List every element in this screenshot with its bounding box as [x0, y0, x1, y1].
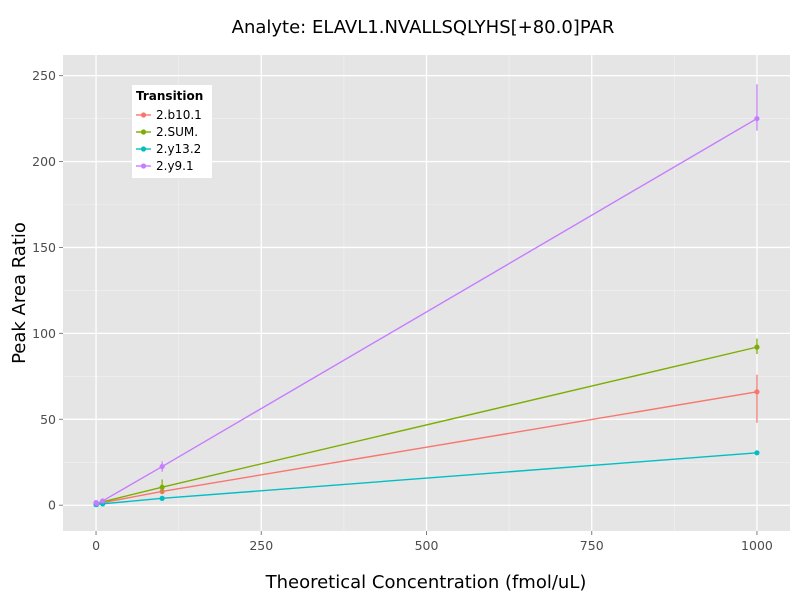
legend-title: Transition — [136, 89, 203, 103]
x-tick-label: 0 — [92, 538, 100, 553]
legend-key-point — [140, 112, 147, 118]
y-tick-label: 100 — [32, 326, 56, 341]
x-tick-label: 250 — [249, 538, 273, 553]
x-tick-label: 1000 — [741, 538, 773, 553]
chart-title: Analyte: ELAVL1.NVALLSQLYHS[+80.0]PAR — [232, 17, 615, 38]
x-tick-label: 500 — [415, 538, 439, 553]
legend-item-label: 2.y13.2 — [156, 142, 201, 156]
data-point — [159, 495, 165, 501]
legend-item-label: 2.y9.1 — [156, 159, 194, 173]
y-tick-label: 50 — [40, 412, 56, 427]
legend-item: 2.b10.1 — [136, 108, 202, 122]
y-axis-title: Peak Area Ratio — [9, 222, 30, 364]
legend-items: 2.b10.1 2.SUM. 2.y13.2 2.y9.1 — [136, 108, 202, 173]
data-point — [754, 115, 760, 122]
legend-item: 2.y9.1 — [136, 159, 194, 173]
legend-item-label: 2.SUM. — [156, 125, 198, 139]
x-axis-ticks: 0 250 500 750 1000 — [92, 531, 773, 553]
data-point — [159, 484, 165, 490]
data-point — [159, 463, 165, 470]
data-point — [754, 389, 760, 395]
x-tick-label: 750 — [580, 538, 604, 553]
legend-key-point — [140, 146, 147, 152]
y-tick-label: 150 — [32, 240, 56, 255]
series-layer — [93, 84, 760, 508]
series-2-y9-1 — [93, 84, 760, 507]
legend: Transition 2.b10.1 2.SUM. 2.y13.2 2.y9.1 — [132, 85, 212, 178]
legend-key-point — [140, 129, 147, 135]
legend-item: 2.y13.2 — [136, 142, 201, 156]
y-tick-label: 250 — [32, 68, 56, 83]
legend-key-point — [140, 163, 147, 169]
y-tick-label: 0 — [48, 498, 56, 513]
data-point — [754, 450, 760, 456]
x-axis-title: Theoretical Concentration (fmol/uL) — [265, 572, 587, 593]
data-point — [100, 498, 106, 504]
data-point — [94, 500, 100, 507]
data-point — [754, 344, 760, 350]
legend-item-label: 2.b10.1 — [156, 108, 202, 122]
y-tick-label: 200 — [32, 154, 56, 169]
y-axis-ticks: 0 50 100 150 200 250 — [32, 68, 63, 513]
legend-item: 2.SUM. — [136, 125, 198, 139]
